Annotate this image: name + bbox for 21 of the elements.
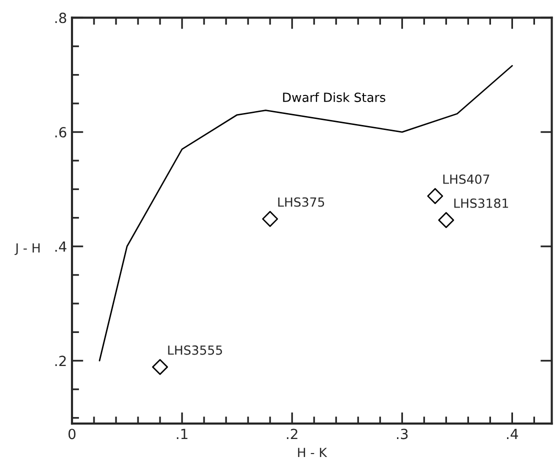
point xyxy=(152,359,168,375)
y-tick-label: .2 xyxy=(55,356,66,366)
x-tick-label: .2 xyxy=(286,428,298,440)
annotation: LHS375 xyxy=(278,197,324,207)
x-tick-label: 0 xyxy=(68,428,76,440)
annotation: LHS407 xyxy=(443,174,490,184)
x-tick-label: .1 xyxy=(176,428,188,440)
point xyxy=(262,210,278,227)
y-tick-label: .4 xyxy=(55,242,66,252)
y-axis-title: J - H xyxy=(14,243,40,256)
x-axis-title: H - K xyxy=(298,448,328,457)
x-tick-label: .4 xyxy=(507,428,518,440)
annotation: LHS3181 xyxy=(454,198,508,208)
x-tick-label: .3 xyxy=(396,428,408,440)
line-series xyxy=(98,65,513,362)
annotation: LHS3555 xyxy=(168,345,222,355)
point xyxy=(427,188,444,204)
y-tick-label: .8 xyxy=(55,12,66,24)
series-label: Dwarf Disk Stars xyxy=(283,92,386,102)
y-tick-label: .6 xyxy=(55,127,66,138)
point xyxy=(438,212,454,228)
